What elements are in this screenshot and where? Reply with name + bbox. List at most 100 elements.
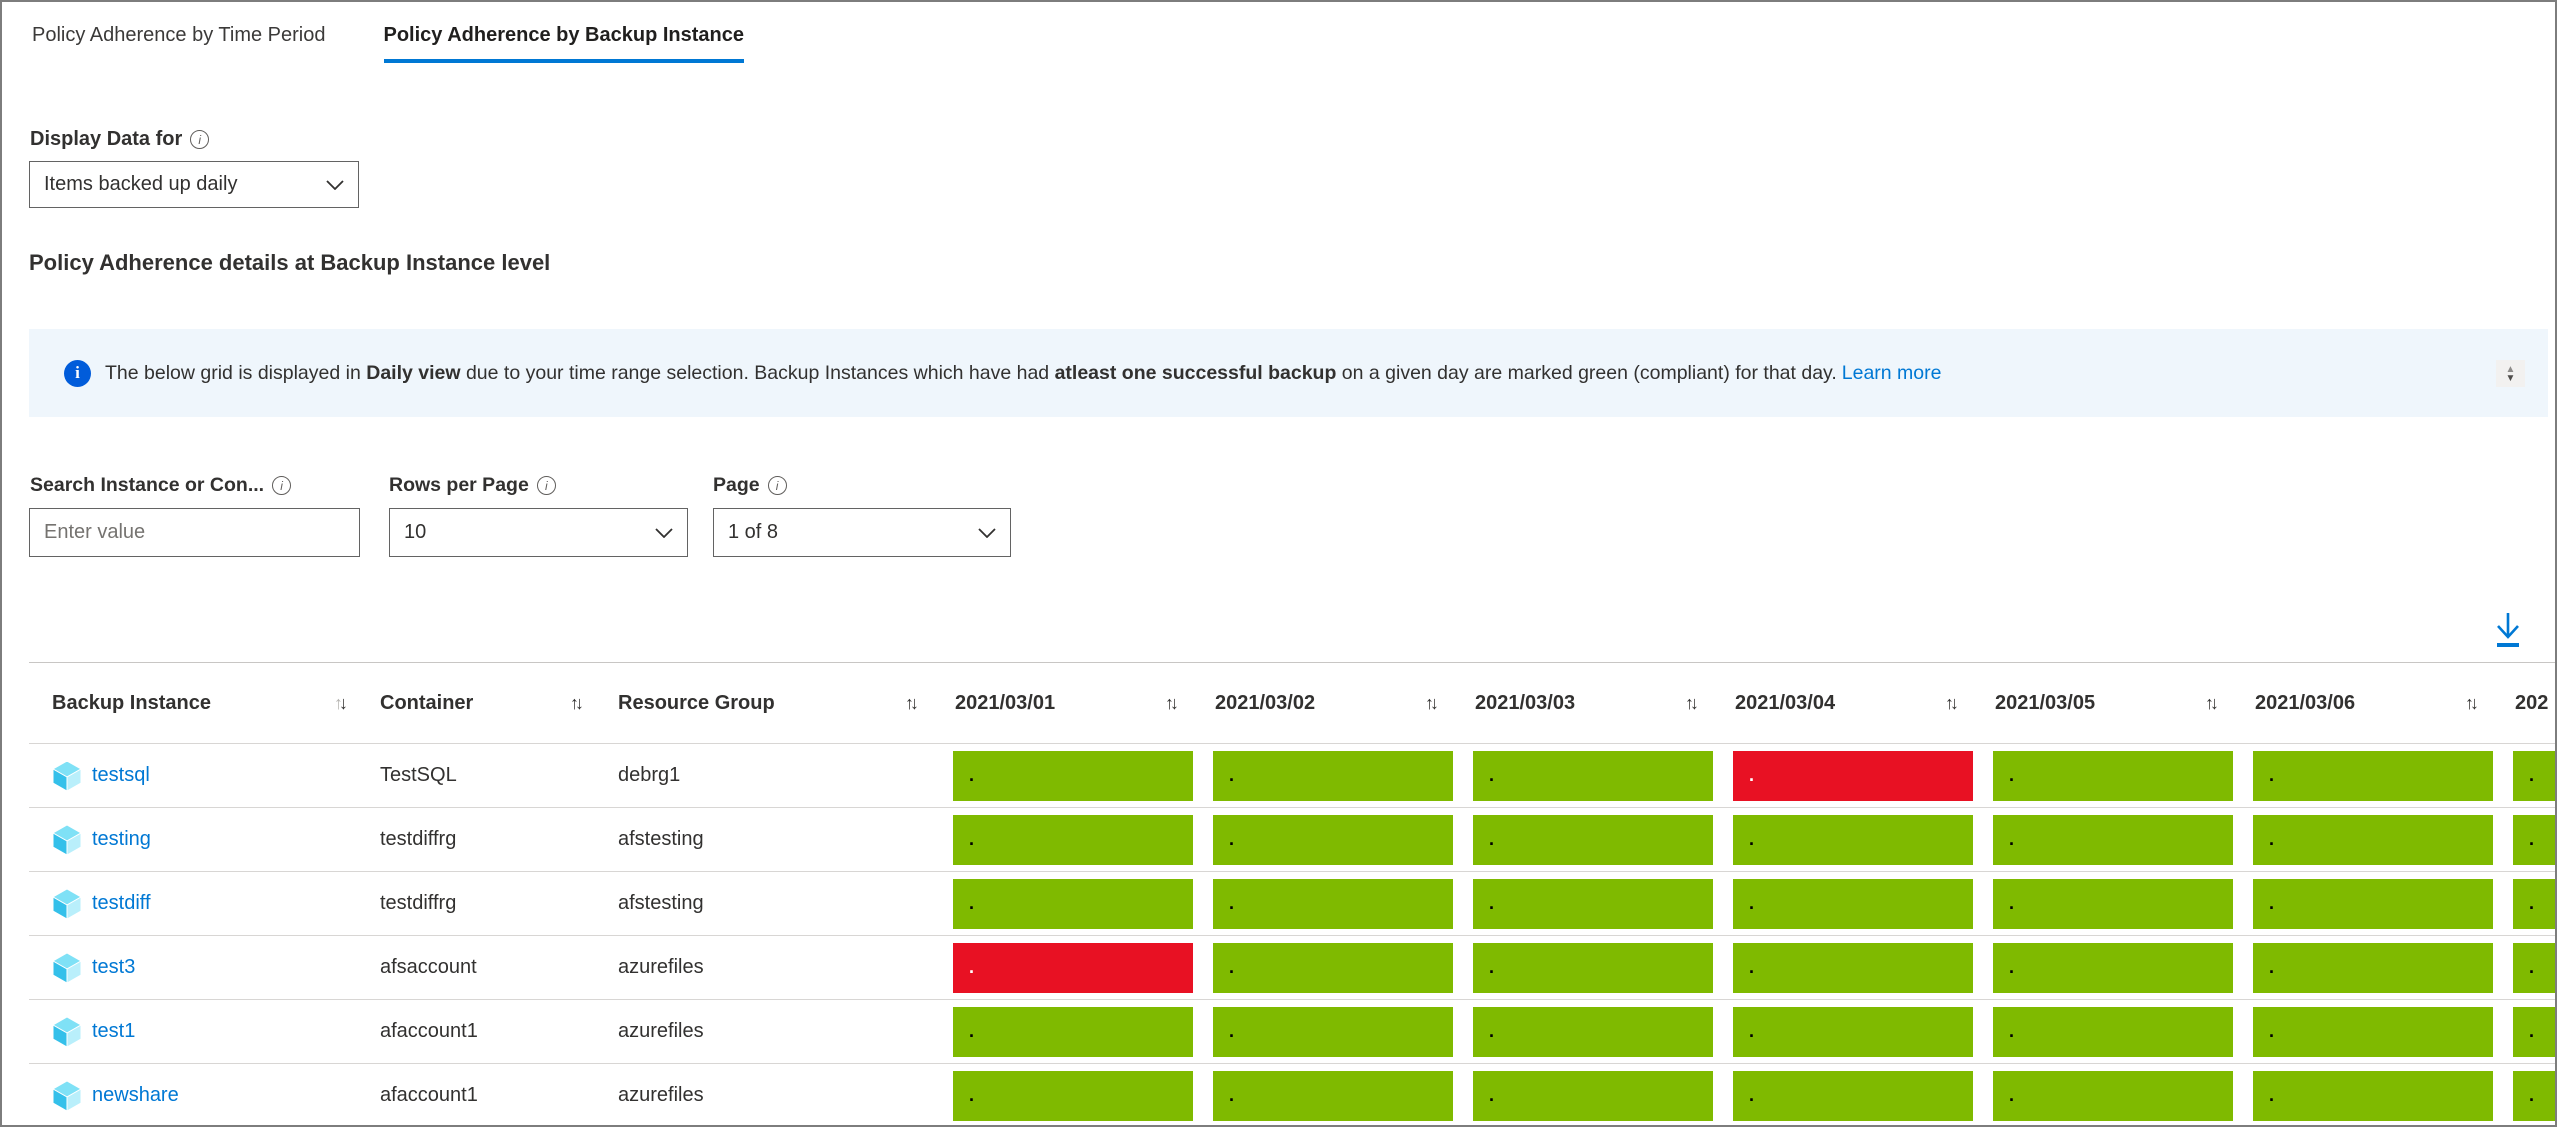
column-header-date-4[interactable]: 2021/03/02 ↑↓ xyxy=(1205,692,1465,715)
rows-per-page-dropdown[interactable]: 10 xyxy=(389,508,688,557)
info-icon[interactable]: i xyxy=(767,476,787,495)
sort-arrows-icon[interactable]: ↑↓ xyxy=(905,692,919,713)
backup-instance-link[interactable]: testdiff xyxy=(92,892,151,914)
sort-arrows-icon[interactable]: ↑↓ xyxy=(1165,692,1179,713)
status-badge-compliant[interactable]: . xyxy=(953,1007,1193,1057)
info-icon[interactable]: i xyxy=(190,130,210,149)
status-badge-compliant[interactable]: . xyxy=(1213,943,1453,993)
resource-group-cell: afstesting xyxy=(618,892,704,914)
status-badge-compliant[interactable]: . xyxy=(1733,1071,1973,1121)
status-badge-compliant[interactable]: . xyxy=(1733,815,1973,865)
status-badge-compliant[interactable]: . xyxy=(2253,751,2493,801)
column-header-date-6[interactable]: 2021/03/04 ↑↓ xyxy=(1725,692,1985,715)
table-row: newshare afaccount1 azurefiles....... xyxy=(29,1063,2555,1125)
status-badge-compliant[interactable]: . xyxy=(2253,815,2493,865)
status-badge-compliant[interactable]: . xyxy=(1993,1007,2233,1057)
table-row: testsql TestSQL debrg1....... xyxy=(29,743,2555,807)
status-badge-compliant[interactable]: . xyxy=(1473,815,1713,865)
status-badge-noncompliant[interactable]: . xyxy=(1733,751,1973,801)
backup-instance-icon xyxy=(52,759,82,792)
column-header-date-3[interactable]: 2021/03/01 ↑↓ xyxy=(945,692,1205,715)
sort-arrows-icon[interactable]: ↑↓ xyxy=(570,692,584,713)
status-badge-compliant[interactable]: . xyxy=(1993,751,2233,801)
download-button[interactable] xyxy=(2492,610,2524,659)
status-badge-compliant[interactable]: . xyxy=(1993,815,2233,865)
status-cell: . xyxy=(1725,936,1985,999)
policy-adherence-table: Backup Instance ↑↓ Container ↑↓ Resource Gro… xyxy=(29,662,2555,1125)
status-badge-compliant[interactable]: . xyxy=(1993,943,2233,993)
container-cell: testdiffrg xyxy=(380,828,457,850)
status-badge-compliant[interactable]: . xyxy=(953,815,1193,865)
status-badge-compliant[interactable]: . xyxy=(2253,879,2493,929)
status-badge-compliant[interactable]: . xyxy=(953,1071,1193,1121)
info-icon[interactable]: i xyxy=(536,476,556,495)
status-badge-compliant[interactable]: . xyxy=(1473,943,1713,993)
status-badge-compliant[interactable]: . xyxy=(2253,943,2493,993)
status-badge-compliant[interactable]: . xyxy=(953,751,1193,801)
backup-instance-link[interactable]: testsql xyxy=(92,764,150,786)
status-badge-compliant[interactable]: . xyxy=(2513,815,2555,865)
status-marker: . xyxy=(1489,829,1495,849)
tab-policy-adherence-time-period[interactable]: Policy Adherence by Time Period xyxy=(32,24,326,46)
column-header-backup-instance[interactable]: Backup Instance ↑↓ xyxy=(29,692,374,715)
column-header-date-5[interactable]: 2021/03/03 ↑↓ xyxy=(1465,692,1725,715)
chevron-down-icon xyxy=(326,179,344,190)
sort-arrows-icon[interactable]: ↑↓ xyxy=(1945,692,1959,713)
column-header-resource-group[interactable]: Resource Group ↑↓ xyxy=(610,692,945,715)
status-badge-compliant[interactable]: . xyxy=(1733,943,1973,993)
status-badge-compliant[interactable]: . xyxy=(1993,1071,2233,1121)
status-marker: . xyxy=(1229,765,1235,785)
status-marker: . xyxy=(1749,829,1755,849)
page-dropdown[interactable]: 1 of 8 xyxy=(713,508,1011,557)
sort-arrows-icon[interactable]: ↑↓ xyxy=(1425,692,1439,713)
page-title: Policy Adherence details at Backup Insta… xyxy=(29,250,551,275)
sort-arrows-icon[interactable]: ↑↓ xyxy=(1685,692,1699,713)
learn-more-link[interactable]: Learn more xyxy=(1841,361,1942,384)
status-cell: . xyxy=(1985,1064,2245,1125)
status-badge-compliant[interactable]: . xyxy=(1473,879,1713,929)
backup-instance-link[interactable]: test3 xyxy=(92,956,136,978)
status-badge-compliant[interactable]: . xyxy=(2513,1071,2555,1121)
status-badge-compliant[interactable]: . xyxy=(2513,1007,2555,1057)
status-badge-compliant[interactable]: . xyxy=(2253,1071,2493,1121)
status-badge-noncompliant[interactable]: . xyxy=(953,943,1193,993)
tab-policy-adherence-backup-instance[interactable]: Policy Adherence by Backup Instance xyxy=(383,24,744,63)
column-header-date-9[interactable]: 202↑↓ xyxy=(2505,692,2555,715)
search-input[interactable] xyxy=(29,508,360,557)
sort-arrows-icon[interactable]: ↑↓ xyxy=(2465,692,2479,713)
table-row: testdiff testdiffrg afstesting....... xyxy=(29,871,2555,935)
status-badge-compliant[interactable]: . xyxy=(953,879,1193,929)
page-label-row: Page i xyxy=(713,474,787,497)
display-data-dropdown[interactable]: Items backed up daily xyxy=(29,161,359,208)
status-badge-compliant[interactable]: . xyxy=(2513,943,2555,993)
status-badge-compliant[interactable]: . xyxy=(1213,815,1453,865)
spinner-up-icon[interactable]: ▲ xyxy=(2505,363,2516,375)
backup-instance-link[interactable]: newshare xyxy=(92,1084,179,1106)
status-badge-compliant[interactable]: . xyxy=(2253,1007,2493,1057)
backup-instance-link[interactable]: test1 xyxy=(92,1020,136,1042)
status-cell: . xyxy=(945,808,1205,871)
sort-arrows-icon[interactable]: ↑↓ xyxy=(334,692,348,713)
status-badge-compliant[interactable]: . xyxy=(1473,1007,1713,1057)
status-badge-compliant[interactable]: . xyxy=(1213,1007,1453,1057)
status-badge-compliant[interactable]: . xyxy=(2513,751,2555,801)
backup-instance-link[interactable]: testing xyxy=(92,828,151,850)
status-badge-compliant[interactable]: . xyxy=(1473,1071,1713,1121)
status-badge-compliant[interactable]: . xyxy=(1733,1007,1973,1057)
status-badge-compliant[interactable]: . xyxy=(1213,1071,1453,1121)
backup-instance-cell: test1 xyxy=(29,1000,374,1063)
status-badge-compliant[interactable]: . xyxy=(1733,879,1973,929)
status-badge-compliant[interactable]: . xyxy=(2513,879,2555,929)
column-header-date-8[interactable]: 2021/03/06 ↑↓ xyxy=(2245,692,2505,715)
sort-arrows-icon[interactable]: ↑↓ xyxy=(2205,692,2219,713)
status-badge-compliant[interactable]: . xyxy=(1473,751,1713,801)
info-icon[interactable]: i xyxy=(272,476,292,495)
status-cell: . xyxy=(1465,1000,1725,1063)
status-badge-compliant[interactable]: . xyxy=(1213,879,1453,929)
spinner-down-icon[interactable]: ▼ xyxy=(2505,372,2516,384)
container-cell: TestSQL xyxy=(380,764,457,786)
status-badge-compliant[interactable]: . xyxy=(1213,751,1453,801)
column-header-date-7[interactable]: 2021/03/05 ↑↓ xyxy=(1985,692,2245,715)
status-badge-compliant[interactable]: . xyxy=(1993,879,2233,929)
column-header-container[interactable]: Container ↑↓ xyxy=(374,692,610,715)
